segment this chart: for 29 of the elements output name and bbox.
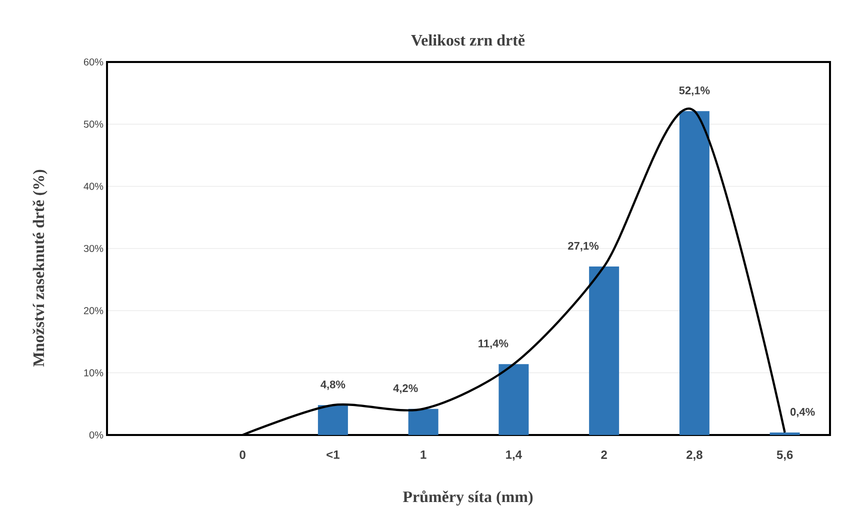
x-tick-label: 1: [420, 450, 426, 459]
data-label: 11,4%: [478, 340, 508, 349]
bar: [318, 405, 348, 435]
bar: [589, 266, 620, 435]
bar: [679, 111, 710, 435]
data-label: 4,8%: [320, 380, 346, 390]
bar: [498, 364, 529, 435]
x-tick-label: 2,8: [686, 450, 702, 461]
x-tick-label: <1: [326, 450, 340, 459]
x-tick-label: 0: [240, 450, 246, 460]
y-axis-title: Množství zaseknuté drtě (%): [32, 170, 48, 367]
data-label: 27,1%: [568, 242, 599, 252]
y-tick-label: 10%: [84, 369, 104, 376]
bar: [408, 408, 438, 435]
y-tick-label: 40%: [84, 182, 104, 190]
data-label: 4,2%: [393, 384, 418, 394]
x-axis-title: Průměry síta (mm): [402, 490, 533, 506]
y-tick-label: 20%: [84, 307, 104, 314]
y-tick-label: 60%: [84, 58, 104, 66]
x-tick-label: 2: [601, 450, 607, 459]
bar: [770, 432, 800, 435]
y-tick-label: 30%: [84, 244, 104, 252]
x-tick-label: 5,6: [776, 450, 793, 461]
chart-title: Velikost zrn drtě: [411, 34, 525, 46]
x-tick-label: 1,4: [506, 450, 522, 461]
y-tick-label: 0%: [89, 431, 104, 439]
y-tick-label: 50%: [84, 120, 104, 128]
data-label: 52,1%: [679, 86, 710, 96]
data-label: 0,4%: [790, 408, 815, 418]
